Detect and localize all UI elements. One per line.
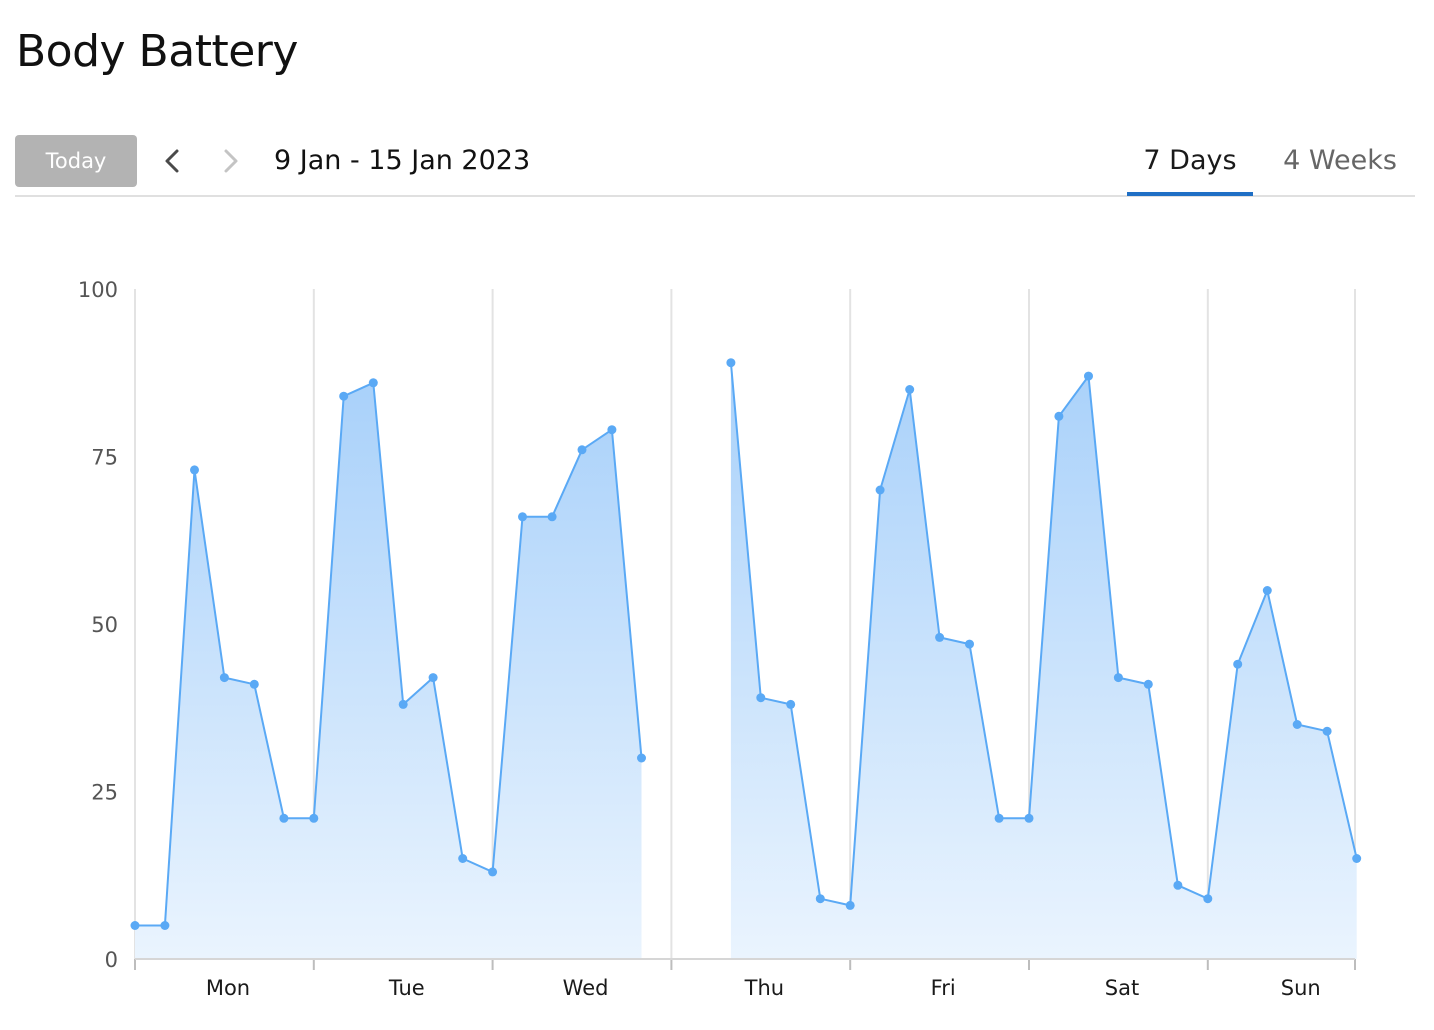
data-point (786, 699, 796, 709)
data-point (607, 425, 617, 435)
x-axis-day-label: Sun (1281, 976, 1321, 1000)
toolbar-divider (15, 195, 1415, 197)
today-button[interactable]: Today (15, 135, 137, 187)
y-axis-tick-label: 50 (91, 613, 118, 637)
tab-4-weeks[interactable]: 4 Weeks (1283, 145, 1397, 176)
data-point (1084, 371, 1093, 381)
data-point (845, 900, 855, 910)
data-point (577, 445, 587, 455)
previous-week-button[interactable] (158, 145, 188, 177)
battery-line (729, 362, 1358, 907)
data-point (1233, 659, 1243, 669)
data-point (1352, 854, 1362, 863)
chevron-left-icon (165, 149, 179, 173)
data-point (1143, 679, 1153, 689)
data-point (1024, 813, 1034, 823)
data-point (815, 894, 825, 904)
tab-7-days[interactable]: 7 Days (1143, 145, 1237, 176)
data-point (488, 867, 498, 877)
data-point (1203, 894, 1213, 904)
battery-line (135, 381, 643, 927)
data-point (905, 385, 915, 394)
page-title: Body Battery (16, 26, 298, 77)
data-point (965, 639, 974, 649)
data-point (309, 813, 319, 823)
date-range-label: 9 Jan - 15 Jan 2023 (274, 145, 531, 176)
data-point (518, 512, 527, 522)
data-point (726, 358, 736, 368)
data-point (637, 753, 646, 763)
data-point (428, 673, 438, 683)
data-point (1322, 726, 1332, 736)
battery-area-fill (730, 362, 1357, 959)
data-point (368, 378, 378, 388)
date-toolbar: Today 9 Jan - 15 Jan 2023 7 Days 4 Weeks (15, 135, 1415, 197)
y-axis-tick-label: 0 (105, 948, 118, 972)
next-week-button[interactable] (215, 145, 245, 177)
x-axis-day-label: Wed (563, 976, 609, 1000)
data-point (1262, 586, 1272, 595)
data-point (398, 699, 408, 709)
data-point (935, 632, 945, 642)
y-axis-tick-label: 75 (91, 446, 118, 470)
data-point (190, 465, 199, 475)
data-point (219, 673, 229, 683)
data-point (160, 921, 170, 930)
chevron-right-icon (224, 149, 238, 173)
x-axis-day-label: Fri (931, 976, 956, 1000)
y-axis-tick-label: 25 (91, 781, 118, 805)
battery-area-fill (135, 382, 642, 959)
data-point (339, 391, 349, 401)
x-axis-day-label: Tue (388, 976, 425, 1000)
data-point (458, 854, 468, 863)
data-point (130, 921, 140, 930)
x-axis-day-label: Sat (1105, 976, 1139, 1000)
data-point (1054, 411, 1064, 421)
data-point (1292, 720, 1302, 729)
data-point (1173, 880, 1183, 890)
x-axis-day-label: Thu (744, 976, 784, 1000)
data-point (279, 813, 289, 823)
data-point (994, 813, 1004, 823)
data-point (756, 693, 766, 703)
data-point (1113, 673, 1123, 683)
data-point (547, 512, 557, 522)
data-point (249, 679, 259, 689)
y-axis-tick-label: 100 (78, 278, 118, 302)
active-tab-indicator (1127, 192, 1253, 196)
x-axis-day-label: Mon (206, 976, 250, 1000)
data-point (875, 485, 885, 495)
